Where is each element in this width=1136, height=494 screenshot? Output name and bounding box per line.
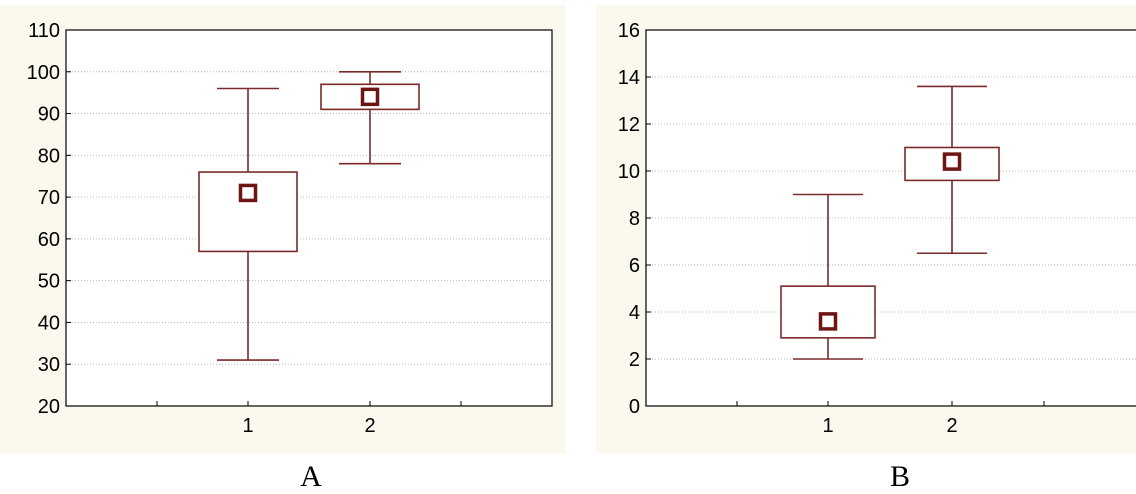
x-tick-label: 1 [242,415,253,437]
y-tick-label: 12 [618,114,640,136]
y-tick-label: 4 [629,302,640,324]
plot-area [66,30,552,406]
y-tick-label: 90 [38,104,60,126]
panel-label-b: B [890,460,910,489]
y-tick-label: 14 [618,67,640,89]
mean-marker [942,152,962,171]
y-tick-label: 60 [38,229,60,251]
y-tick-label: 110 [28,20,60,42]
x-tick-label: 2 [946,415,957,437]
mean-marker [238,183,258,203]
box-2 [320,70,420,165]
y-axis-ticks: 20 30 40 50 60 70 80 90 100 110 [27,20,71,418]
y-tick-label: 2 [629,349,640,371]
y-tick-label: 30 [38,354,60,376]
y-tick-label: 100 [27,62,60,84]
plot-frame [645,29,1136,407]
box-1 [780,193,876,360]
plot-frame [65,29,553,407]
box-marks [780,85,1000,360]
y-tick-label: 6 [629,255,640,277]
y-tick-label: 50 [38,271,60,293]
y-tick-label: 8 [629,208,640,230]
y-axis-ticks: 0 2 4 6 8 10 12 14 16 [618,20,651,418]
box-marks [198,70,420,361]
y-tick-label: 40 [38,312,60,334]
panel-label-a: A [300,460,322,489]
x-tick-label: 1 [822,415,833,437]
y-tick-label: 16 [618,20,640,42]
gridlines [646,76,1136,360]
y-tick-label: 80 [38,145,60,167]
y-tick-label: 20 [38,396,60,418]
box-2 [904,85,1000,255]
mean-marker [818,312,838,331]
gridlines [66,71,552,365]
plot-area [646,30,1136,406]
x-tick-label: 2 [364,415,375,437]
mean-marker [360,87,380,107]
y-tick-label: 70 [38,187,60,209]
box-1 [198,87,298,361]
y-tick-label: 0 [629,396,640,418]
y-tick-label: 10 [618,161,640,183]
